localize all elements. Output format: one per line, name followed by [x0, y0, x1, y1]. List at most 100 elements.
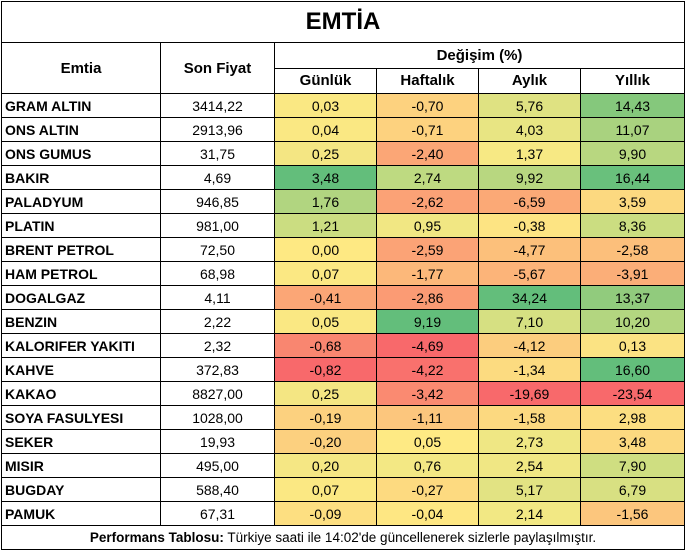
footer-label: Performans Tablosu: — [89, 530, 224, 545]
change-aylik: 9,92 — [478, 165, 581, 190]
change-gunluk: -0,19 — [274, 405, 377, 430]
commodity-name: PLATIN — [1, 213, 161, 238]
commodity-name: BUGDAY — [1, 477, 161, 502]
change-haftalik: 0,05 — [376, 429, 479, 454]
change-haftalik: -2,59 — [376, 237, 479, 262]
change-aylik: -6,59 — [478, 189, 581, 214]
change-yillik: 0,13 — [579, 333, 685, 358]
header-degisim: Değişim (%) — [273, 42, 685, 69]
change-gunluk: 0,25 — [274, 381, 377, 406]
change-aylik: -4,12 — [478, 333, 581, 358]
change-gunluk: 0,05 — [274, 309, 377, 334]
table-row: PLATIN 981,00 1,21 0,95 -0,38 8,36 — [1, 213, 685, 238]
change-gunluk: 1,21 — [274, 213, 377, 238]
change-aylik: -4,77 — [478, 237, 581, 262]
change-gunluk: -0,82 — [274, 357, 377, 382]
change-haftalik: -2,62 — [376, 189, 479, 214]
commodity-name: BAKIR — [1, 165, 161, 190]
table-row: GRAM ALTIN 3414,22 0,03 -0,70 5,76 14,43 — [1, 93, 685, 118]
change-aylik: 2,14 — [478, 501, 581, 526]
last-price: 372,83 — [160, 357, 275, 382]
commodity-name: SEKER — [1, 429, 161, 454]
change-gunluk: 1,76 — [274, 189, 377, 214]
commodity-name: PAMUK — [1, 501, 161, 526]
footer-row: Performans Tablosu: Türkiye saati ile 14… — [0, 525, 685, 550]
change-aylik: 5,76 — [478, 93, 581, 118]
last-price: 68,98 — [160, 261, 275, 286]
table-row: KAKAO 8827,00 0,25 -3,42 -19,69 -23,54 — [1, 381, 685, 406]
header-emtia: Emtia — [1, 42, 161, 94]
table-row: BENZIN 2,22 0,05 9,19 7,10 10,20 — [1, 309, 685, 334]
change-gunluk: 0,07 — [274, 477, 377, 502]
table-row: SEKER 19,93 -0,20 0,05 2,73 3,48 — [1, 429, 685, 454]
commodity-name: DOGALGAZ — [1, 285, 161, 310]
change-yillik: -2,58 — [579, 237, 685, 262]
last-price: 2913,96 — [160, 117, 275, 142]
change-gunluk: 0,20 — [274, 453, 377, 478]
change-gunluk: 0,04 — [274, 117, 377, 142]
change-aylik: -19,69 — [478, 381, 581, 406]
table-row: PALADYUM 946,85 1,76 -2,62 -6,59 3,59 — [1, 189, 685, 214]
change-haftalik: -0,70 — [376, 93, 479, 118]
change-haftalik: 2,74 — [376, 165, 479, 190]
change-gunluk: -0,09 — [274, 501, 377, 526]
change-yillik: -3,91 — [579, 261, 685, 286]
table-row: MISIR 495,00 0,20 0,76 2,54 7,90 — [1, 453, 685, 478]
change-gunluk: 0,25 — [274, 141, 377, 166]
table-row: KAHVE 372,83 -0,82 -4,22 -1,34 16,60 — [1, 357, 685, 382]
change-haftalik: -0,71 — [376, 117, 479, 142]
table-row: BAKIR 4,69 3,48 2,74 9,92 16,44 — [1, 165, 685, 190]
change-yillik: 3,48 — [579, 429, 685, 454]
last-price: 588,40 — [160, 477, 275, 502]
change-gunluk: -0,68 — [274, 333, 377, 358]
change-aylik: -1,58 — [478, 405, 581, 430]
table-row: PAMUK 67,31 -0,09 -0,04 2,14 -1,56 — [1, 501, 685, 526]
change-haftalik: -4,69 — [376, 333, 479, 358]
last-price: 495,00 — [160, 453, 275, 478]
last-price: 67,31 — [160, 501, 275, 526]
header-son-fiyat: Son Fiyat — [160, 42, 275, 94]
change-yillik: 9,90 — [579, 141, 685, 166]
last-price: 8827,00 — [160, 381, 275, 406]
commodity-name: BRENT PETROL — [1, 237, 161, 262]
commodity-name: GRAM ALTIN — [1, 93, 161, 118]
change-aylik: -5,67 — [478, 261, 581, 286]
commodity-name: BENZIN — [1, 309, 161, 334]
commodity-name: KAKAO — [1, 381, 161, 406]
change-gunluk: -0,20 — [274, 429, 377, 454]
change-haftalik: 0,95 — [376, 213, 479, 238]
change-yillik: -1,56 — [579, 501, 685, 526]
change-yillik: -23,54 — [579, 381, 685, 406]
header-haftalik: Haftalık — [376, 67, 479, 94]
header-yillik: Yıllık — [579, 67, 685, 94]
change-haftalik: -1,77 — [376, 261, 479, 286]
last-price: 4,11 — [160, 285, 275, 310]
change-yillik: 13,37 — [579, 285, 685, 310]
last-price: 31,75 — [160, 141, 275, 166]
change-aylik: -1,34 — [478, 357, 581, 382]
change-aylik: 5,17 — [478, 477, 581, 502]
footer-note: Performans Tablosu: Türkiye saati ile 14… — [0, 525, 685, 550]
change-yillik: 6,79 — [579, 477, 685, 502]
table-row: BUGDAY 588,40 0,07 -0,27 5,17 6,79 — [1, 477, 685, 502]
change-haftalik: -0,27 — [376, 477, 479, 502]
change-gunluk: 0,03 — [274, 93, 377, 118]
commodity-name: HAM PETROL — [1, 261, 161, 286]
last-price: 72,50 — [160, 237, 275, 262]
footer-text: Türkiye saati ile 14:02'de güncellenerek… — [223, 530, 597, 545]
last-price: 19,93 — [160, 429, 275, 454]
table-row: ONS GUMUS 31,75 0,25 -2,40 1,37 9,90 — [1, 141, 685, 166]
header-row-bottom: Günlük Haftalık Aylık Yıllık — [2, 67, 685, 94]
change-aylik: 1,37 — [478, 141, 581, 166]
last-price: 1028,00 — [160, 405, 275, 430]
table-title: EMTİA — [0, 1, 685, 43]
change-gunluk: 3,48 — [274, 165, 377, 190]
change-yillik: 10,20 — [579, 309, 685, 334]
commodity-name: PALADYUM — [1, 189, 161, 214]
last-price: 946,85 — [160, 189, 275, 214]
change-haftalik: 9,19 — [376, 309, 479, 334]
change-haftalik: -2,40 — [376, 141, 479, 166]
table-row: BRENT PETROL 72,50 0,00 -2,59 -4,77 -2,58 — [1, 237, 685, 262]
